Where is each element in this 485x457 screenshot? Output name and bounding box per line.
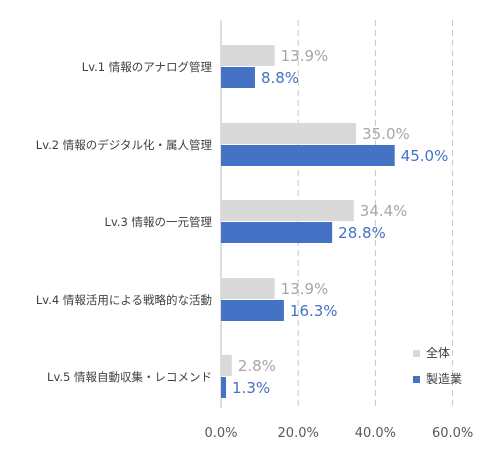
bar-manufacturing (221, 377, 227, 398)
bar-overall (221, 200, 354, 221)
category-label: Lv.5 情報自動収集・レコメンド (47, 370, 212, 384)
labels: 0.0% 20.0% 40.0% 60.0% Lv.1 情報のアナログ管理 Lv.2 情報… (36, 47, 473, 441)
category-label: Lv.1 情報のアナログ管理 (82, 60, 213, 74)
bar-manufacturing (221, 145, 395, 166)
value-label-overall: 34.4% (360, 202, 408, 220)
value-label-manufacturing: 16.3% (290, 302, 338, 320)
value-label-overall: 13.9% (281, 47, 329, 65)
category-label: Lv.4 情報活用による戦略的な活動 (36, 293, 212, 307)
bar-manufacturing (221, 222, 333, 243)
bar-overall (221, 355, 232, 376)
legend-label-overall: 全体 (426, 345, 450, 360)
value-label-overall: 35.0% (362, 125, 410, 143)
value-label-manufacturing: 28.8% (338, 224, 386, 242)
legend-label-manufacturing: 製造業 (426, 372, 462, 386)
value-label-manufacturing: 1.3% (232, 379, 270, 397)
bar-overall (221, 278, 275, 299)
bar-overall (221, 45, 275, 66)
bars (221, 45, 395, 398)
x-tick-label: 40.0% (355, 426, 396, 441)
x-tick-label: 0.0% (204, 426, 237, 441)
bar-overall (221, 123, 357, 144)
bar-manufacturing (221, 67, 255, 88)
legend-swatch-overall (413, 350, 420, 357)
legend-swatch-manufacturing (413, 376, 420, 383)
value-label-manufacturing: 8.8% (261, 69, 299, 87)
x-tick-label: 20.0% (278, 426, 319, 441)
bar-manufacturing (221, 300, 284, 321)
value-label-manufacturing: 45.0% (401, 147, 449, 165)
x-tick-label: 60.0% (432, 426, 473, 441)
category-label: Lv.2 情報のデジタル化・属人管理 (36, 138, 213, 152)
value-label-overall: 2.8% (238, 357, 276, 375)
value-label-overall: 13.9% (281, 280, 329, 298)
category-label: Lv.3 情報の一元管理 (105, 215, 213, 229)
